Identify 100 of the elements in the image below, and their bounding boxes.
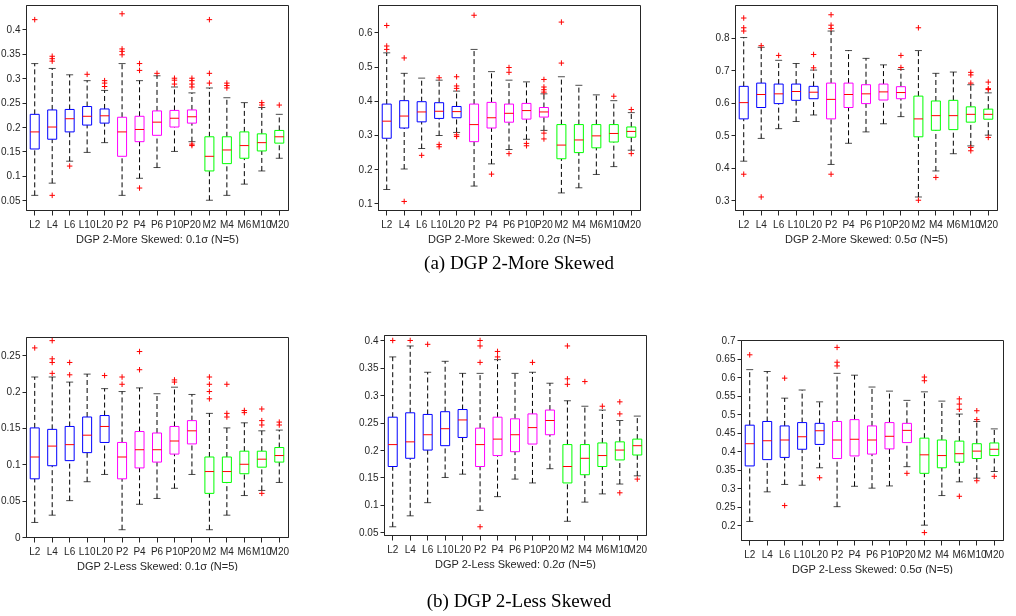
x-tick-label: M10	[961, 218, 981, 230]
x-tick-label: M6	[952, 548, 967, 560]
y-tick-label: 0.2	[364, 444, 379, 456]
y-tick-label: 0.3	[6, 72, 21, 84]
y-tick-label: 0.4	[721, 445, 736, 457]
y-tick-label: 0.35	[716, 464, 736, 476]
x-tick-label: P10	[880, 548, 899, 560]
x-tick-label: L10	[430, 218, 448, 230]
y-tick-label: 0.25	[716, 501, 736, 513]
y-tick-label: 0.5	[715, 129, 730, 141]
y-tick-label: 0.1	[6, 458, 21, 470]
x-tick-label: M2	[911, 218, 926, 230]
x-tick-label: L4	[761, 548, 774, 560]
x-tick-label: P4	[133, 545, 147, 557]
x-tick-label: L6	[779, 548, 791, 560]
y-tick-label: 0.15	[359, 471, 379, 483]
x-tick-label: P10	[165, 545, 184, 557]
x-tick-label: M10	[967, 548, 987, 560]
x-tick-label: L20	[96, 218, 114, 230]
x-tick-label: M2	[560, 543, 575, 555]
x-tick-label: M6	[946, 218, 961, 230]
x-tick-label: L6	[773, 218, 785, 230]
x-tick-label: L20	[96, 545, 114, 557]
y-tick-label: 0.15	[1, 145, 21, 157]
x-tick-label: M2	[917, 548, 932, 560]
x-tick-label: L6	[64, 545, 76, 557]
x-tick-label: P6	[508, 543, 522, 555]
y-tick-label: 0.25	[1, 349, 21, 361]
y-tick-label: 0.35	[359, 362, 379, 374]
y-tick-label: 0.4	[715, 162, 730, 174]
x-tick-label: P6	[502, 218, 516, 230]
x-tick-label: L10	[787, 218, 805, 230]
x-tick-label: M10	[610, 543, 630, 555]
y-tick-label: 0.2	[6, 121, 21, 133]
y-tick-label: 0.25	[1, 97, 21, 109]
x-tick-label: M6	[237, 218, 252, 230]
x-tick-label: P4	[491, 543, 505, 555]
y-tick-label: 0.05	[1, 495, 21, 507]
x-tick-label: L20	[805, 218, 823, 230]
x-tick-label: M4	[577, 543, 593, 555]
x-tick-label: M10	[604, 218, 624, 230]
x-tick-label: P20	[183, 545, 202, 557]
x-tick-label: L2	[381, 218, 393, 230]
y-tick-label: 0.5	[358, 61, 373, 72]
y-tick-label: 0.3	[715, 194, 730, 206]
x-tick-label: L2	[387, 543, 399, 555]
x-tick-label: M4	[219, 545, 235, 557]
x-tick-label: M20	[978, 218, 999, 230]
x-tick-label: L10	[436, 543, 454, 555]
x-axis-title: DGP 2-More Skewed: 0.1σ (N=5)	[76, 232, 239, 245]
y-tick-label: 0.65	[716, 353, 736, 365]
x-tick-label: M6	[589, 218, 604, 230]
x-tick-label: P2	[824, 218, 838, 230]
y-tick-label: 0.2	[6, 386, 21, 398]
x-axis-title: DGP 2-More Skewed: 0.2σ (N=5)	[428, 232, 591, 245]
y-tick-label: 0.6	[721, 371, 736, 383]
y-tick-label: 0.45	[716, 427, 736, 439]
x-tick-label: M20	[621, 218, 642, 230]
x-tick-label: P6	[150, 545, 164, 557]
x-tick-label: P6	[865, 548, 879, 560]
x-tick-label: L10	[793, 548, 811, 560]
y-tick-label: 0.2	[721, 519, 736, 531]
y-tick-label: 0.3	[364, 389, 379, 401]
x-tick-label: M20	[627, 543, 648, 555]
y-tick-label: 0.4	[364, 334, 379, 346]
y-tick-label: 0	[14, 531, 21, 543]
x-tick-label: L10	[78, 218, 96, 230]
x-tick-label: L2	[29, 218, 41, 230]
y-tick-label: 0.4	[358, 95, 373, 107]
text: (a) DGP 2-More Skewed	[423, 252, 615, 274]
x-tick-label: P20	[535, 218, 554, 230]
text: (b) DGP 2-Less Skewed	[425, 590, 613, 612]
x-tick-label: L6	[64, 218, 76, 230]
x-tick-label: M4	[571, 218, 587, 230]
x-tick-label: L4	[46, 218, 59, 230]
x-tick-label: M20	[269, 545, 290, 557]
x-axis-title: DGP 2-Less Skewed: 0.5σ (N=5)	[792, 562, 953, 575]
x-tick-label: L4	[755, 218, 768, 230]
x-tick-label: L4	[398, 218, 411, 230]
y-tick-label: 0.6	[358, 26, 373, 38]
y-tick-label: 0.5	[721, 408, 736, 420]
x-tick-label: P10	[523, 543, 542, 555]
x-tick-label: M20	[984, 548, 1005, 560]
x-tick-label: M6	[237, 545, 252, 557]
y-tick-label: 0.3	[358, 129, 373, 141]
x-tick-label: M2	[202, 545, 217, 557]
x-tick-label: P6	[859, 218, 873, 230]
y-tick-label: 0.4	[6, 23, 21, 35]
x-tick-label: P10	[517, 218, 536, 230]
y-tick-label: 0.35	[1, 48, 21, 60]
x-tick-label: P20	[541, 543, 560, 555]
x-tick-label: M20	[269, 218, 290, 230]
x-tick-label: M2	[554, 218, 569, 230]
x-tick-label: M4	[928, 218, 944, 230]
x-tick-label: M6	[595, 543, 610, 555]
y-tick-label: 0.05	[1, 194, 21, 206]
x-tick-label: P2	[473, 543, 487, 555]
x-tick-label: P2	[115, 218, 129, 230]
x-axis-title: DGP 2-Less Skewed: 0.2σ (N=5)	[435, 557, 596, 570]
x-tick-label: L6	[422, 543, 434, 555]
